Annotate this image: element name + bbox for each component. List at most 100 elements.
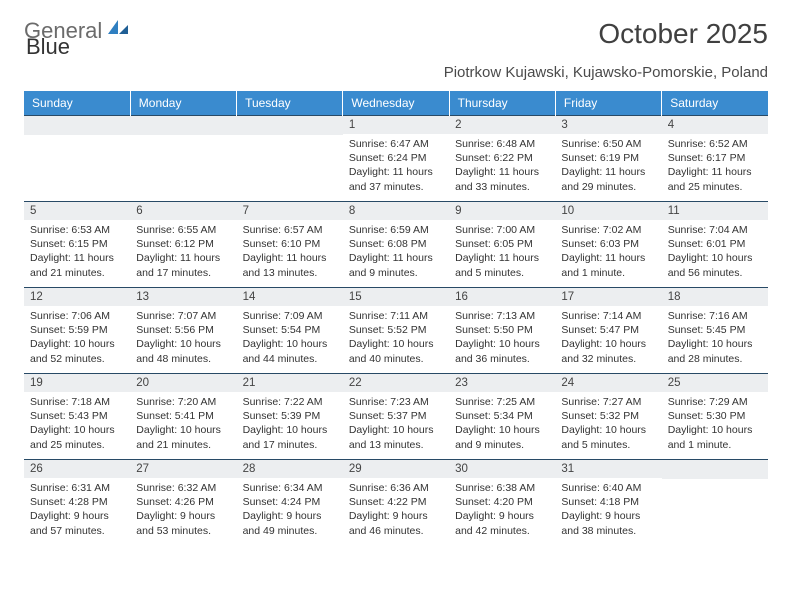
sunrise-text: Sunrise: 6:34 AM <box>243 481 337 495</box>
location-subtitle: Piotrkow Kujawski, Kujawsko-Pomorskie, P… <box>24 64 768 81</box>
day-number: 3 <box>555 116 661 134</box>
sunset-text: Sunset: 6:22 PM <box>455 151 549 165</box>
sunrise-text: Sunrise: 6:53 AM <box>30 223 124 237</box>
day-details: Sunrise: 7:07 AMSunset: 5:56 PMDaylight:… <box>130 306 236 368</box>
daylight-text: Daylight: 10 hours and 5 minutes. <box>561 423 655 451</box>
sunset-text: Sunset: 4:28 PM <box>30 495 124 509</box>
calendar-day-cell: 2Sunrise: 6:48 AMSunset: 6:22 PMDaylight… <box>449 116 555 202</box>
sunrise-text: Sunrise: 7:16 AM <box>668 309 762 323</box>
daylight-text: Daylight: 11 hours and 5 minutes. <box>455 251 549 279</box>
day-number: 27 <box>130 460 236 478</box>
daylight-text: Daylight: 10 hours and 25 minutes. <box>30 423 124 451</box>
sunrise-text: Sunrise: 6:32 AM <box>136 481 230 495</box>
calendar-day-cell: 16Sunrise: 7:13 AMSunset: 5:50 PMDayligh… <box>449 288 555 374</box>
day-number: 17 <box>555 288 661 306</box>
calendar-day-cell: 17Sunrise: 7:14 AMSunset: 5:47 PMDayligh… <box>555 288 661 374</box>
daylight-text: Daylight: 9 hours and 38 minutes. <box>561 509 655 537</box>
sunrise-text: Sunrise: 6:40 AM <box>561 481 655 495</box>
sunrise-text: Sunrise: 7:04 AM <box>668 223 762 237</box>
day-number: 31 <box>555 460 661 478</box>
sunrise-text: Sunrise: 6:52 AM <box>668 137 762 151</box>
sunset-text: Sunset: 5:30 PM <box>668 409 762 423</box>
day-number: 29 <box>343 460 449 478</box>
sunset-text: Sunset: 6:10 PM <box>243 237 337 251</box>
sunset-text: Sunset: 6:12 PM <box>136 237 230 251</box>
daylight-text: Daylight: 10 hours and 13 minutes. <box>349 423 443 451</box>
sunrise-text: Sunrise: 7:09 AM <box>243 309 337 323</box>
sunrise-text: Sunrise: 7:27 AM <box>561 395 655 409</box>
weekday-header: Tuesday <box>237 91 343 116</box>
day-details: Sunrise: 6:52 AMSunset: 6:17 PMDaylight:… <box>662 134 768 196</box>
sunset-text: Sunset: 6:24 PM <box>349 151 443 165</box>
sunrise-text: Sunrise: 7:23 AM <box>349 395 443 409</box>
day-details: Sunrise: 6:31 AMSunset: 4:28 PMDaylight:… <box>24 478 130 540</box>
sunrise-text: Sunrise: 7:22 AM <box>243 395 337 409</box>
calendar-day-cell: 18Sunrise: 7:16 AMSunset: 5:45 PMDayligh… <box>662 288 768 374</box>
day-number: 20 <box>130 374 236 392</box>
weekday-header: Wednesday <box>343 91 449 116</box>
day-number: 5 <box>24 202 130 220</box>
day-number: 12 <box>24 288 130 306</box>
day-number: 26 <box>24 460 130 478</box>
daylight-text: Daylight: 10 hours and 17 minutes. <box>243 423 337 451</box>
day-details: Sunrise: 7:16 AMSunset: 5:45 PMDaylight:… <box>662 306 768 368</box>
day-details: Sunrise: 7:18 AMSunset: 5:43 PMDaylight:… <box>24 392 130 454</box>
daylight-text: Daylight: 10 hours and 48 minutes. <box>136 337 230 365</box>
weekday-header: Saturday <box>662 91 768 116</box>
day-details: Sunrise: 6:40 AMSunset: 4:18 PMDaylight:… <box>555 478 661 540</box>
sunset-text: Sunset: 5:50 PM <box>455 323 549 337</box>
sunrise-text: Sunrise: 7:06 AM <box>30 309 124 323</box>
calendar-day-cell: 27Sunrise: 6:32 AMSunset: 4:26 PMDayligh… <box>130 460 236 546</box>
daylight-text: Daylight: 11 hours and 1 minute. <box>561 251 655 279</box>
day-number: 30 <box>449 460 555 478</box>
day-details: Sunrise: 7:23 AMSunset: 5:37 PMDaylight:… <box>343 392 449 454</box>
sunrise-text: Sunrise: 6:48 AM <box>455 137 549 151</box>
day-number: 1 <box>343 116 449 134</box>
day-details: Sunrise: 7:20 AMSunset: 5:41 PMDaylight:… <box>130 392 236 454</box>
day-number: 16 <box>449 288 555 306</box>
calendar-day-cell: 3Sunrise: 6:50 AMSunset: 6:19 PMDaylight… <box>555 116 661 202</box>
sunset-text: Sunset: 5:34 PM <box>455 409 549 423</box>
day-number: 24 <box>555 374 661 392</box>
day-details: Sunrise: 6:57 AMSunset: 6:10 PMDaylight:… <box>237 220 343 282</box>
daylight-text: Daylight: 10 hours and 56 minutes. <box>668 251 762 279</box>
day-number: 25 <box>662 374 768 392</box>
calendar-header: SundayMondayTuesdayWednesdayThursdayFrid… <box>24 91 768 116</box>
day-number: 6 <box>130 202 236 220</box>
day-number: 14 <box>237 288 343 306</box>
sunset-text: Sunset: 5:45 PM <box>668 323 762 337</box>
day-number: 22 <box>343 374 449 392</box>
sunrise-text: Sunrise: 7:25 AM <box>455 395 549 409</box>
calendar-day-cell <box>237 116 343 202</box>
daylight-text: Daylight: 10 hours and 9 minutes. <box>455 423 549 451</box>
logo-sail-icon <box>106 18 130 44</box>
day-details: Sunrise: 6:50 AMSunset: 6:19 PMDaylight:… <box>555 134 661 196</box>
sunset-text: Sunset: 5:32 PM <box>561 409 655 423</box>
calendar-day-cell: 15Sunrise: 7:11 AMSunset: 5:52 PMDayligh… <box>343 288 449 374</box>
day-details: Sunrise: 7:02 AMSunset: 6:03 PMDaylight:… <box>555 220 661 282</box>
day-number <box>24 116 130 135</box>
sunrise-text: Sunrise: 7:02 AM <box>561 223 655 237</box>
sunrise-text: Sunrise: 7:11 AM <box>349 309 443 323</box>
calendar-day-cell: 30Sunrise: 6:38 AMSunset: 4:20 PMDayligh… <box>449 460 555 546</box>
day-number: 10 <box>555 202 661 220</box>
day-details: Sunrise: 6:47 AMSunset: 6:24 PMDaylight:… <box>343 134 449 196</box>
weekday-header: Friday <box>555 91 661 116</box>
day-number: 11 <box>662 202 768 220</box>
calendar-day-cell: 29Sunrise: 6:36 AMSunset: 4:22 PMDayligh… <box>343 460 449 546</box>
sunset-text: Sunset: 4:24 PM <box>243 495 337 509</box>
day-number: 18 <box>662 288 768 306</box>
day-details: Sunrise: 7:04 AMSunset: 6:01 PMDaylight:… <box>662 220 768 282</box>
daylight-text: Daylight: 9 hours and 49 minutes. <box>243 509 337 537</box>
day-number <box>130 116 236 135</box>
daylight-text: Daylight: 11 hours and 9 minutes. <box>349 251 443 279</box>
sunset-text: Sunset: 5:56 PM <box>136 323 230 337</box>
day-details: Sunrise: 7:09 AMSunset: 5:54 PMDaylight:… <box>237 306 343 368</box>
sunset-text: Sunset: 6:01 PM <box>668 237 762 251</box>
sunset-text: Sunset: 5:43 PM <box>30 409 124 423</box>
calendar-day-cell: 25Sunrise: 7:29 AMSunset: 5:30 PMDayligh… <box>662 374 768 460</box>
sunrise-text: Sunrise: 6:57 AM <box>243 223 337 237</box>
sunrise-text: Sunrise: 6:50 AM <box>561 137 655 151</box>
daylight-text: Daylight: 11 hours and 29 minutes. <box>561 165 655 193</box>
day-number: 4 <box>662 116 768 134</box>
